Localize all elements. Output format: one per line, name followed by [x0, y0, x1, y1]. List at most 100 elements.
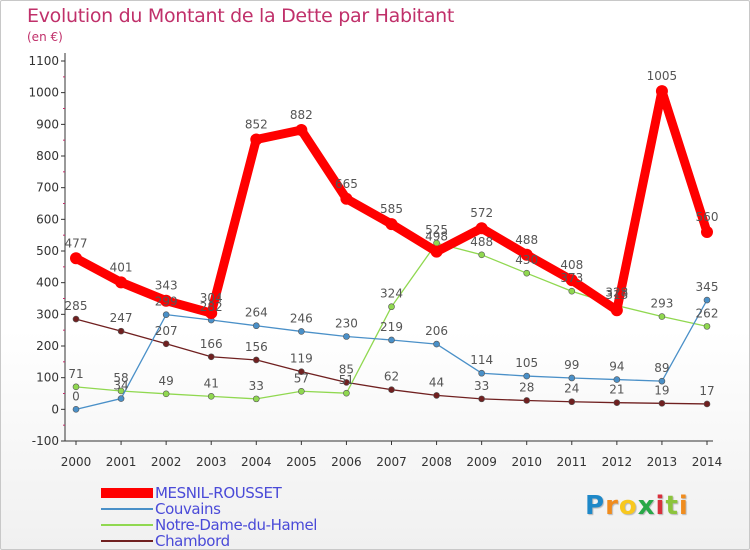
data-label-notre-dame-du-hamel: 41	[204, 376, 219, 390]
x-tick-label: 2006	[331, 455, 362, 469]
y-tick-label: 700	[36, 181, 59, 195]
y-tick-label: 200	[36, 339, 59, 353]
data-point-notre-dame-du-hamel	[162, 390, 170, 398]
x-tick-label: 2005	[286, 455, 317, 469]
data-point-couvains	[343, 333, 350, 340]
data-point-chambord	[252, 356, 260, 364]
logo-letter: i	[678, 491, 689, 521]
data-label-mesnil-rousset: 477	[65, 236, 88, 250]
data-label-mesnil-rousset: 401	[110, 260, 133, 274]
data-label-chambord: 28	[519, 380, 534, 394]
x-tick-label: 2013	[647, 455, 678, 469]
data-point-couvains	[117, 395, 125, 402]
data-label-notre-dame-du-hamel: 58	[113, 371, 128, 385]
data-label-couvains: 0	[72, 389, 80, 403]
legend-swatch-couvains	[101, 508, 153, 510]
data-labels: 285 247 207 166 156 119 85 62 44 33 28 24 21 19 17 71 58…	[65, 69, 719, 403]
data-label-mesnil-rousset: 585	[380, 202, 403, 216]
x-tick-label: 2014	[692, 455, 723, 469]
data-point-couvains	[703, 296, 711, 304]
data-label-mesnil-rousset: 498	[425, 230, 448, 244]
data-point-mesnil-rousset	[475, 222, 488, 235]
data-label-notre-dame-du-hamel: 51	[339, 373, 354, 387]
data-label-chambord: 44	[429, 375, 444, 389]
y-tick-label: 1100	[28, 54, 59, 68]
data-label-couvains: 264	[245, 306, 268, 320]
y-tick-label: 900	[36, 117, 59, 131]
data-label-notre-dame-du-hamel: 430	[515, 253, 538, 267]
legend-swatch-chambord	[101, 540, 153, 542]
y-tick-label: 600	[36, 212, 59, 226]
x-tick-label: 2009	[466, 455, 497, 469]
data-point-notre-dame-du-hamel	[568, 287, 576, 295]
data-point-notre-dame-du-hamel	[343, 389, 350, 397]
unit-label: (en €)	[27, 30, 63, 44]
data-point-notre-dame-du-hamel	[478, 251, 485, 259]
data-point-chambord	[658, 400, 666, 407]
data-point-mesnil-rousset	[701, 226, 713, 238]
data-label-couvains: 345	[696, 280, 719, 294]
data-label-chambord: 21	[609, 383, 624, 397]
data-label-mesnil-rousset: 343	[155, 279, 178, 293]
data-label-couvains: 114	[470, 353, 493, 367]
logo-letter: o	[618, 491, 638, 521]
data-point-mesnil-rousset	[160, 294, 173, 307]
data-label-couvains: 206	[425, 324, 448, 338]
x-tick-label: 2002	[151, 455, 182, 469]
series-lines	[70, 85, 713, 413]
y-tick-label: -100	[32, 434, 59, 448]
x-tick-label: 2010	[511, 455, 542, 469]
logo-letter: t	[665, 491, 679, 521]
data-point-notre-dame-du-hamel	[252, 395, 260, 403]
data-label-couvains: 34	[113, 379, 128, 393]
y-tick-label: 800	[36, 149, 59, 163]
data-label-chambord: 33	[474, 379, 489, 393]
data-point-chambord	[703, 400, 711, 408]
data-point-mesnil-rousset	[205, 307, 218, 320]
data-label-chambord: 207	[155, 324, 178, 338]
data-label-couvains: 230	[335, 317, 358, 331]
data-point-couvains	[298, 328, 305, 335]
data-point-notre-dame-du-hamel	[703, 323, 711, 330]
data-point-couvains	[478, 369, 485, 377]
data-point-couvains	[252, 322, 260, 330]
data-label-mesnil-rousset: 572	[470, 206, 493, 220]
data-point-mesnil-rousset	[430, 245, 443, 258]
data-label-notre-dame-du-hamel: 49	[159, 374, 174, 388]
data-point-couvains	[613, 376, 621, 383]
data-label-couvains: 89	[654, 361, 669, 375]
data-point-mesnil-rousset	[565, 274, 578, 287]
data-point-couvains	[433, 340, 440, 348]
data-label-mesnil-rousset: 313	[605, 288, 628, 302]
logo-letter: r	[605, 491, 619, 521]
data-point-couvains	[162, 311, 170, 318]
legend-label-chambord: Chambord	[155, 532, 230, 550]
logo-letter: x	[637, 491, 656, 521]
data-point-mesnil-rousset	[295, 124, 308, 137]
data-point-mesnil-rousset	[385, 218, 398, 231]
data-point-mesnil-rousset	[70, 252, 82, 265]
y-tick-label: 400	[36, 276, 59, 290]
data-point-notre-dame-du-hamel	[388, 303, 395, 311]
data-label-notre-dame-du-hamel: 293	[650, 297, 673, 311]
data-label-couvains: 105	[515, 356, 538, 370]
data-point-couvains	[72, 406, 80, 413]
legend-label-mesnil-rousset: MESNIL-ROUSSET	[155, 484, 282, 502]
data-label-chambord: 247	[110, 311, 133, 325]
data-label-notre-dame-du-hamel: 262	[696, 306, 719, 320]
y-tick-label: 1000	[28, 86, 59, 100]
data-label-notre-dame-du-hamel: 373	[560, 271, 583, 285]
data-label-mesnil-rousset: 665	[335, 177, 358, 191]
y-tick-label: 500	[36, 244, 59, 258]
data-point-chambord	[613, 399, 621, 406]
legend-swatch-mesnil-rousset	[101, 488, 153, 498]
data-point-mesnil-rousset	[340, 192, 353, 205]
data-label-notre-dame-du-hamel: 33	[249, 379, 264, 393]
data-point-couvains	[388, 336, 395, 344]
data-point-notre-dame-du-hamel	[298, 387, 305, 395]
x-tick-label: 2007	[376, 455, 407, 469]
data-point-mesnil-rousset	[520, 248, 533, 261]
y-tick-label: 0	[51, 402, 59, 416]
data-point-mesnil-rousset	[655, 85, 668, 98]
logo-letter: i	[655, 491, 666, 521]
